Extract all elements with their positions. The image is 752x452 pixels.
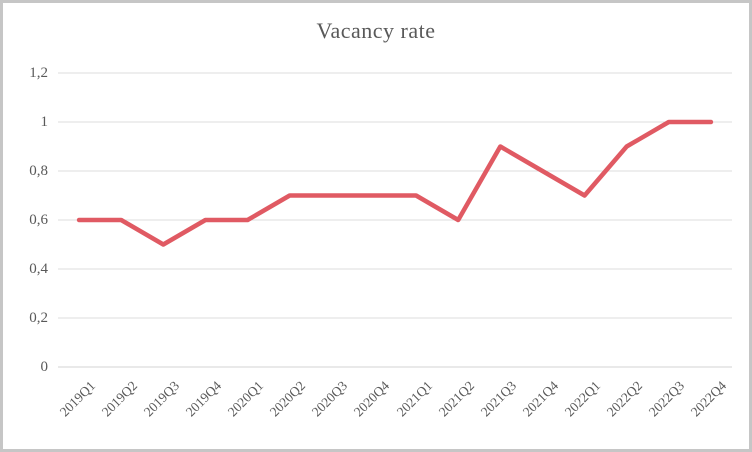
chart-title: Vacancy rate: [316, 18, 436, 43]
y-tick-label: 0,8: [29, 163, 48, 179]
y-tick-label: 0,2: [29, 310, 48, 326]
y-tick-label: 0,6: [29, 212, 48, 228]
plot-area: [58, 72, 732, 368]
y-tick-label: 0,4: [29, 261, 48, 277]
y-tick-label: 1: [40, 114, 49, 130]
series-line-vacancy-rate: [76, 119, 714, 247]
y-tick-label: 1,2: [29, 65, 48, 81]
y-tick-label: 0: [40, 359, 49, 375]
